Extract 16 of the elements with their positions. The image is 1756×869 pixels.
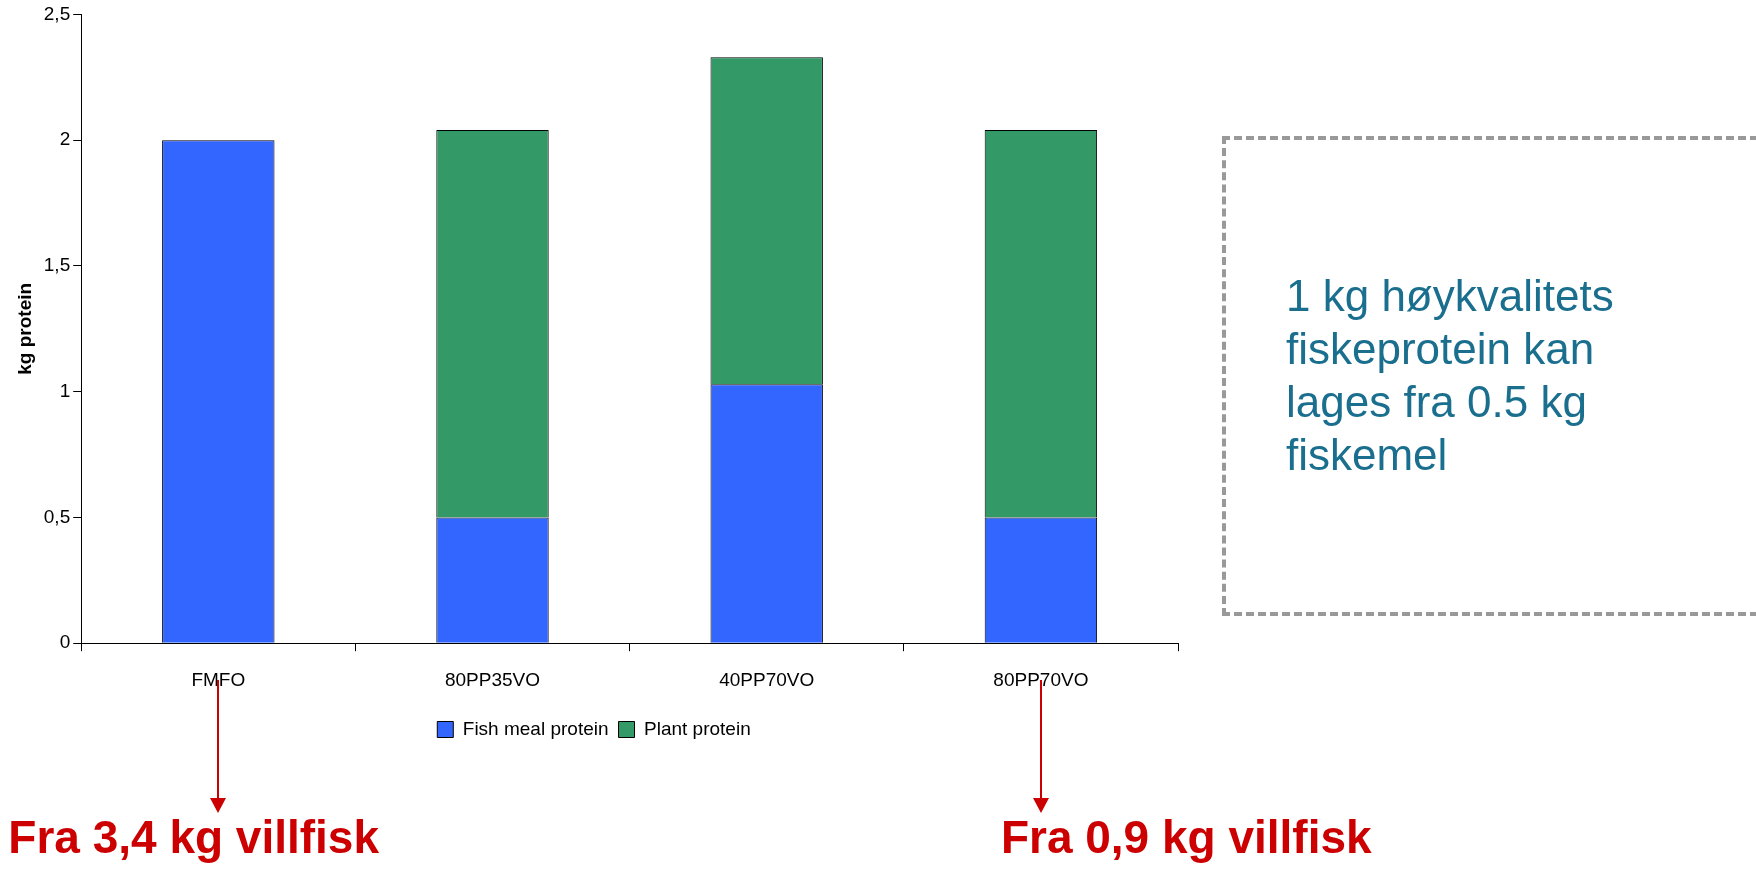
x-tick-label: 80PP35VO [444,668,541,690]
x-tick-label: 80PP70VO [993,668,1089,690]
y-tick-label: 0,5 [43,505,71,527]
x-tick-label: FMFO [191,668,246,690]
y-tick-label: 2,5 [43,2,71,24]
y-axis-title: kg protein [13,282,35,375]
y-tick-label: 1,5 [43,254,71,276]
y-tick-label: 1 [59,379,71,401]
y-tick-label: 2 [59,128,71,150]
text: 1 kg høykvalitets fiskeprotein kan lages fra 0.5 kg fiskemel [1286,270,1615,481]
legend-label: Fish meal protein [462,717,609,739]
y-tick-label: 0 [59,631,71,653]
x-tick-label: 40PP70VO [719,668,815,690]
legend-label: Plant protein [644,717,751,739]
text: Fra 0,9 kg villfisk [1000,811,1372,863]
text: Fra 3,4 kg villfisk [8,811,380,863]
